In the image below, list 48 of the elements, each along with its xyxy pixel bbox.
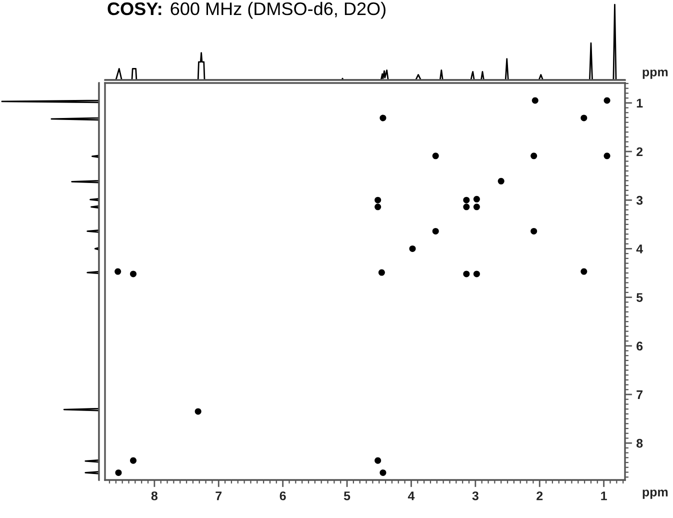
point [498, 178, 504, 184]
y-tick-label: 7 [636, 390, 643, 400]
point [374, 196, 382, 204]
x-tick-label: 3 [472, 491, 478, 500]
x-tick-label: 2 [536, 491, 543, 500]
point [473, 196, 480, 202]
y-tick-label: 6 [636, 342, 643, 351]
point [130, 457, 137, 464]
point [115, 469, 122, 476]
point [580, 268, 588, 275]
x-tick-label: 6 [280, 491, 286, 500]
x-tick-label: 5 [344, 492, 350, 500]
x-tick-label: 1 [601, 492, 607, 500]
point [432, 228, 439, 234]
point [378, 269, 385, 276]
x-tick-label: 7 [216, 492, 222, 500]
x-tick-label: 8 [151, 491, 158, 500]
y-tick-label: 2 [636, 147, 643, 156]
chart-title: COSY: [108, 2, 162, 16]
point [432, 152, 439, 160]
point [604, 152, 610, 160]
y-tick-label: 3 [636, 196, 643, 205]
point [409, 245, 416, 252]
point [463, 204, 470, 210]
point [380, 469, 386, 476]
y-axis-title: ppm [642, 70, 668, 79]
point [463, 270, 470, 278]
point [580, 114, 588, 122]
y-tick-label: 4 [636, 244, 643, 254]
point [380, 114, 386, 122]
y-tick-label: 1 [636, 98, 643, 108]
point [473, 204, 480, 210]
point [604, 97, 610, 104]
point [374, 204, 382, 210]
y-tick-label: 5 [636, 293, 643, 302]
point [532, 97, 538, 104]
x-axis-title: ppm [642, 490, 668, 499]
point [473, 270, 480, 278]
point [114, 268, 122, 275]
x-tick-label: 4 [408, 492, 415, 500]
chart-subtitle: 600 MHz (DMSO-d6, D2O) [170, 2, 386, 19]
point [130, 270, 137, 278]
point [530, 228, 538, 234]
point [463, 196, 470, 204]
point [194, 408, 202, 415]
y-tick-label: 8 [636, 438, 643, 448]
point [530, 152, 538, 160]
point [374, 457, 382, 464]
